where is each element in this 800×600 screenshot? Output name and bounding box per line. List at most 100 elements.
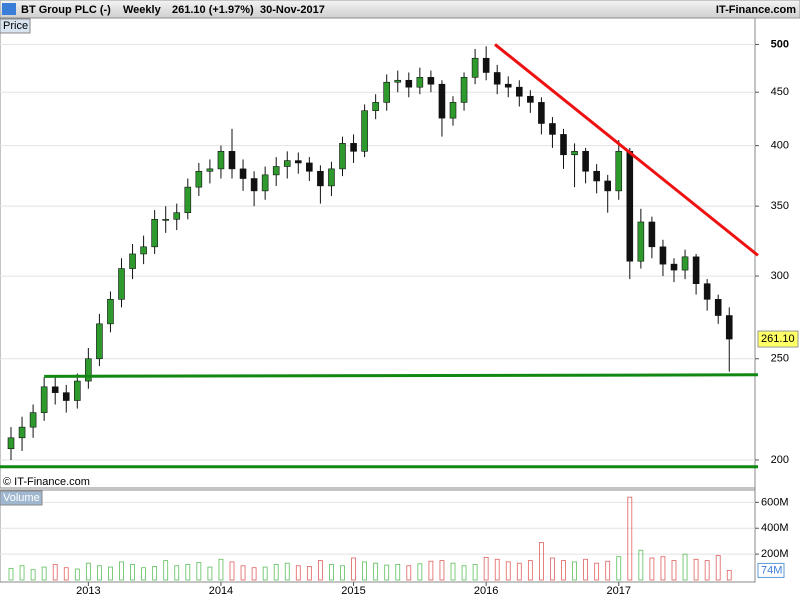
volume-bar xyxy=(196,562,202,581)
change: 261.10 (+1.97%) xyxy=(172,4,254,16)
panel-tab xyxy=(0,490,43,506)
brand: IT-Finance.com xyxy=(716,4,796,16)
volume-bar xyxy=(561,560,566,581)
candle-body xyxy=(416,77,424,88)
candle-body xyxy=(460,77,468,103)
candle-body xyxy=(648,221,656,248)
last-volume-box xyxy=(757,562,785,578)
candle-body xyxy=(151,219,158,248)
y-tick-label: 400 xyxy=(771,140,789,152)
y-tick-label: 300 xyxy=(771,270,789,282)
volume-bar xyxy=(550,557,555,581)
candle-body xyxy=(96,323,103,360)
candle-body xyxy=(294,160,302,164)
y-tick-label: 200M xyxy=(761,548,789,560)
volume-bar xyxy=(284,562,290,581)
volume-bar xyxy=(207,566,213,581)
period: Weekly xyxy=(123,4,162,16)
volume-bar xyxy=(395,564,401,581)
volume-bar xyxy=(494,558,500,581)
volume-bar xyxy=(671,560,677,581)
x-tick-label: 2013 xyxy=(76,585,100,597)
candle-body xyxy=(129,253,136,269)
last-volume-label: 74M xyxy=(761,564,782,576)
volume-bar xyxy=(384,564,390,581)
candle-body xyxy=(471,57,479,78)
candle-body xyxy=(493,72,501,85)
candle-body xyxy=(604,180,612,192)
candle-body xyxy=(383,81,391,103)
volume-bar xyxy=(417,563,423,581)
volume-bar xyxy=(108,566,113,581)
candle-body xyxy=(593,170,600,182)
candle-body xyxy=(107,299,114,325)
volume-bar xyxy=(174,565,180,581)
volume-bar xyxy=(715,555,721,581)
volume-bar xyxy=(505,561,511,581)
candle-body xyxy=(62,392,70,401)
candle-body xyxy=(361,110,368,152)
candle-body xyxy=(206,168,214,172)
candle-body xyxy=(427,77,435,85)
date: 30-Nov-2017 xyxy=(260,4,325,16)
candle-body xyxy=(184,186,192,213)
y-tick-label: 350 xyxy=(771,200,789,212)
candle-body xyxy=(29,412,37,428)
x-tick-label: 2014 xyxy=(209,585,233,597)
candle-body xyxy=(339,143,346,170)
candle-body xyxy=(637,221,645,262)
volume-bar xyxy=(351,557,356,581)
volume-bar xyxy=(119,561,124,581)
volume-bar xyxy=(218,558,224,581)
symbol: BT Group PLC (-) xyxy=(21,4,111,16)
volume-bar xyxy=(572,561,577,581)
volume-bar xyxy=(163,560,169,581)
panel-tab xyxy=(0,18,31,34)
volume-bar xyxy=(527,560,533,581)
candle-body xyxy=(118,268,125,300)
volume-bar xyxy=(660,556,666,581)
candle-body xyxy=(40,386,48,413)
volume-bar xyxy=(472,564,478,581)
candle-body xyxy=(239,168,247,179)
volume-panel-label: Volume xyxy=(3,492,40,504)
candle-body xyxy=(405,79,413,88)
candle-body xyxy=(217,151,225,170)
header-bar xyxy=(0,0,800,19)
candle-body xyxy=(670,263,678,271)
candle-body xyxy=(51,386,59,393)
copyright: © IT-Finance.com xyxy=(3,476,90,488)
y-tick-label: 250 xyxy=(771,353,789,365)
volume-bar xyxy=(450,562,456,581)
volume-bar xyxy=(693,558,699,581)
volume-bar xyxy=(52,564,58,581)
candle-body xyxy=(317,170,324,187)
candle-body xyxy=(626,151,634,262)
volume-bar xyxy=(406,565,412,581)
volume-bar xyxy=(273,564,279,581)
volume-bar xyxy=(428,560,434,581)
volume-bar xyxy=(439,560,445,581)
volume-bar xyxy=(605,560,611,581)
plot xyxy=(0,43,759,581)
volume-bar xyxy=(616,556,622,581)
candle-body xyxy=(714,299,722,316)
candle-body xyxy=(725,315,733,340)
candle-body xyxy=(306,162,313,172)
volume-bar xyxy=(97,565,102,581)
volume-bar xyxy=(130,564,135,581)
trendline xyxy=(494,43,759,257)
volume-bar xyxy=(141,567,147,581)
volume-bar xyxy=(63,567,69,581)
candle-body xyxy=(74,380,81,401)
candle-body xyxy=(173,212,181,220)
y-tick-label: 200 xyxy=(771,454,789,466)
trendline xyxy=(44,373,758,378)
candle-body xyxy=(140,246,147,255)
volume-bar xyxy=(152,566,158,581)
volume-bar xyxy=(638,549,644,581)
volume-bar xyxy=(41,566,47,581)
volume-bar xyxy=(306,566,312,581)
volume-bar xyxy=(295,565,301,581)
